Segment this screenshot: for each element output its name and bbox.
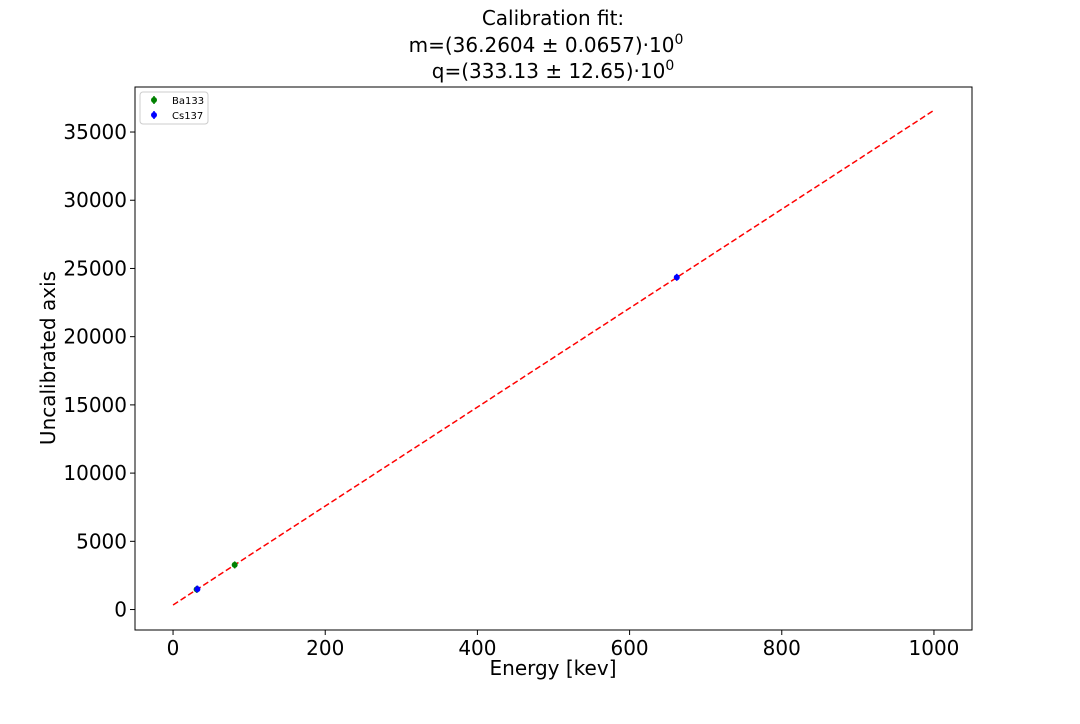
x-tick-label: 800 (763, 636, 801, 660)
data-point (231, 561, 238, 568)
chart-title: Calibration fit: m=(36.2604 ± 0.0657)·10… (409, 6, 684, 83)
y-axis-label: Uncalibrated axis (36, 271, 60, 445)
fit-line-layer (172, 109, 935, 606)
plot-area-frame (134, 86, 973, 631)
x-tick-label: 1000 (909, 636, 960, 660)
y-tick-label: 0 (114, 598, 127, 622)
legend-label: Cs137 (172, 111, 203, 122)
x-tick-label: 200 (306, 636, 344, 660)
y-tick-label: 20000 (63, 325, 127, 349)
data-point (673, 274, 680, 281)
legend: Ba133 Cs137 (139, 91, 209, 125)
x-tick-label: 400 (458, 636, 496, 660)
fit-line (172, 109, 935, 606)
y-axis-ticks: 0 5000 10000 15000 20000 25000 30000 35000 (63, 120, 135, 622)
series-cs137 (194, 273, 680, 593)
x-axis-ticks: 0 200 400 600 800 1000 (167, 630, 960, 660)
chart-title-line-3: q=(333.13 ± 12.65)·100 (432, 58, 675, 83)
y-tick-label: 5000 (76, 529, 127, 553)
y-tick-label: 15000 (63, 393, 127, 417)
chart-title-line-1: Calibration fit: (482, 6, 624, 30)
y-tick-label: 10000 (63, 461, 127, 485)
y-tick-label: 25000 (63, 256, 127, 280)
x-axis-label: Energy [kev] (490, 656, 617, 680)
chart-title-line-2: m=(36.2604 ± 0.0657)·100 (409, 32, 684, 57)
legend-label: Ba133 (172, 96, 204, 107)
legend-item-ba133: Ba133 (151, 96, 204, 107)
legend-marker-icon (151, 112, 157, 118)
y-tick-label: 30000 (63, 188, 127, 212)
legend-marker-icon (151, 97, 157, 103)
y-tick-label: 35000 (63, 120, 127, 144)
x-tick-label: 0 (167, 636, 180, 660)
data-point (194, 586, 201, 593)
x-tick-label: 600 (610, 636, 648, 660)
legend-item-cs137: Cs137 (151, 111, 203, 122)
data-points-layer (193, 273, 680, 593)
